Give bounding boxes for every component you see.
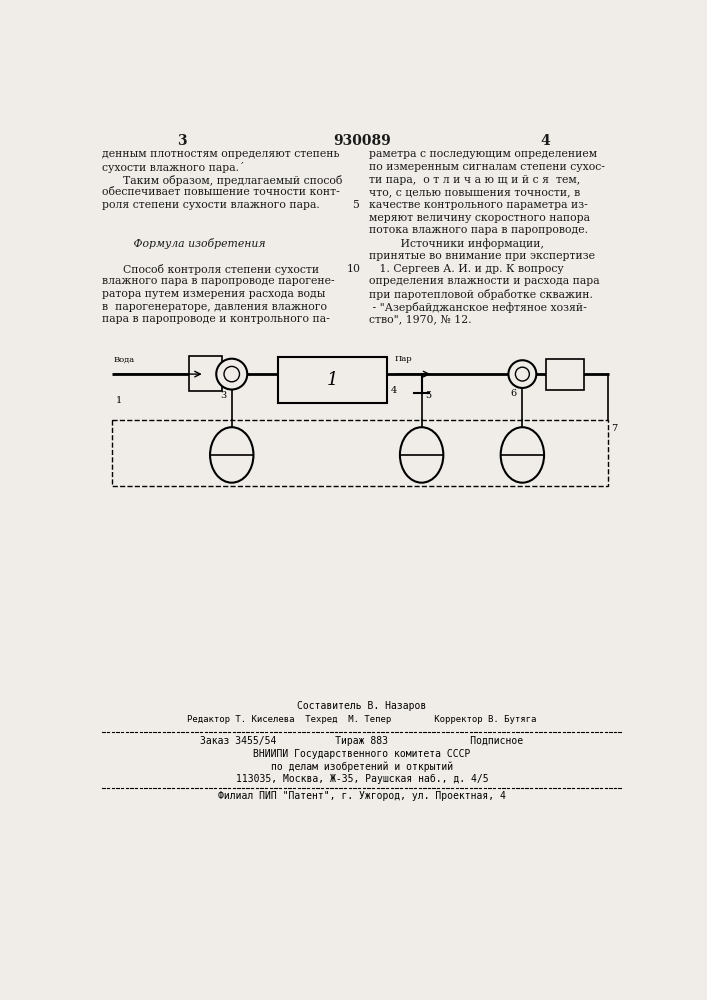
Text: Редактор Т. Киселева  Техред  М. Тепер        Корректор В. Бутяга: Редактор Т. Киселева Техред М. Тепер Кор… <box>187 715 537 724</box>
Text: 10: 10 <box>346 264 361 274</box>
Text: Вода: Вода <box>113 355 134 363</box>
Text: Составитель В. Назаров: Составитель В. Назаров <box>298 701 426 711</box>
Bar <box>546 359 585 389</box>
Text: определения влажности и расхода пара: определения влажности и расхода пара <box>369 276 600 286</box>
Text: раметра с последующим определением: раметра с последующим определением <box>369 149 597 159</box>
Ellipse shape <box>400 427 443 483</box>
Text: пара в паропроводе и контрольного па-: пара в паропроводе и контрольного па- <box>103 314 330 324</box>
Text: 5: 5 <box>352 200 359 210</box>
Text: ВНИИПИ Государственного комитета СССР: ВНИИПИ Государственного комитета СССР <box>253 749 471 759</box>
Text: 1: 1 <box>115 396 122 405</box>
Text: обеспечивает повышение точности конт-: обеспечивает повышение точности конт- <box>103 187 340 197</box>
Text: 5: 5 <box>426 391 432 400</box>
Text: Способ контроля степени сухости: Способ контроля степени сухости <box>103 264 320 275</box>
Text: что, с целью повышения точности, в: что, с целью повышения точности, в <box>369 187 580 197</box>
Circle shape <box>216 359 247 389</box>
Text: при паротепловой обработке скважин.: при паротепловой обработке скважин. <box>369 289 592 300</box>
Text: 113035, Москва, Ж-35, Раушская наб., д. 4/5: 113035, Москва, Ж-35, Раушская наб., д. … <box>235 774 489 784</box>
Text: по измеренным сигналам степени сухос-: по измеренным сигналам степени сухос- <box>369 162 604 172</box>
Text: ство", 1970, № 12.: ство", 1970, № 12. <box>369 314 472 324</box>
Circle shape <box>224 366 240 382</box>
Text: денным плотностям определяют степень: денным плотностям определяют степень <box>103 149 340 159</box>
Text: 3: 3 <box>177 134 186 148</box>
Ellipse shape <box>210 427 253 483</box>
Text: 7: 7 <box>612 424 618 433</box>
Text: принятые во внимание при экспертизе: принятые во внимание при экспертизе <box>369 251 595 261</box>
Text: Источники информации,: Источники информации, <box>369 238 544 249</box>
Text: ратора путем измерения расхода воды: ратора путем измерения расхода воды <box>103 289 326 299</box>
Text: качестве контрольного параметра из-: качестве контрольного параметра из- <box>369 200 588 210</box>
Text: Заказ 3455/54          Тираж 883              Подписное: Заказ 3455/54 Тираж 883 Подписное <box>200 736 523 746</box>
Bar <box>279 357 387 403</box>
Circle shape <box>515 367 530 381</box>
Text: 1: 1 <box>327 371 338 389</box>
Text: 930089: 930089 <box>333 134 391 148</box>
Bar <box>189 356 222 391</box>
Text: 3: 3 <box>220 391 226 400</box>
Ellipse shape <box>501 427 544 483</box>
Text: Таким образом, предлагаемый способ: Таким образом, предлагаемый способ <box>103 175 343 186</box>
Text: в  парогенераторе, давления влажного: в парогенераторе, давления влажного <box>103 302 327 312</box>
Bar <box>112 420 607 486</box>
Text: Пар: Пар <box>395 355 412 363</box>
Text: 4: 4 <box>541 134 551 148</box>
Text: - "Азербайджанское нефтяное хозяй-: - "Азербайджанское нефтяное хозяй- <box>369 302 587 313</box>
Text: сухости влажного пара.´: сухости влажного пара.´ <box>103 162 245 173</box>
Text: ти пара,  о т л и ч а ю щ и й с я  тем,: ти пара, о т л и ч а ю щ и й с я тем, <box>369 175 580 185</box>
Text: 1. Сергеев А. И. и др. К вопросу: 1. Сергеев А. И. и др. К вопросу <box>369 264 563 274</box>
Text: 6: 6 <box>510 389 517 398</box>
Text: Филиал ПИП "Патент", г. Ужгород, ул. Проектная, 4: Филиал ПИП "Патент", г. Ужгород, ул. Про… <box>218 791 506 801</box>
Text: роля степени сухости влажного пара.: роля степени сухости влажного пара. <box>103 200 320 210</box>
Text: потока влажного пара в паропроводе.: потока влажного пара в паропроводе. <box>369 225 588 235</box>
Text: влажного пара в паропроводе парогене-: влажного пара в паропроводе парогене- <box>103 276 335 286</box>
Text: Формула изобретения: Формула изобретения <box>103 238 266 249</box>
Circle shape <box>508 360 537 388</box>
Text: по делам изобретений и открытий: по делам изобретений и открытий <box>271 761 453 772</box>
Text: 4: 4 <box>391 386 397 395</box>
Text: меряют величину скоростного напора: меряют величину скоростного напора <box>369 213 590 223</box>
